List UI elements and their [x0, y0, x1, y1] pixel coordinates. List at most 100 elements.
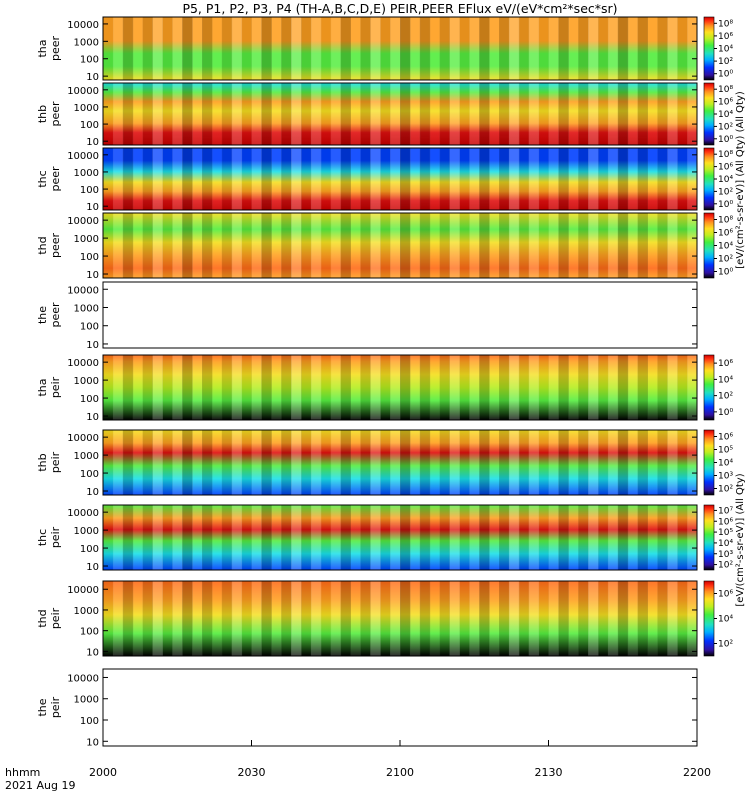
time-stripe: [231, 213, 243, 278]
time-stripe: [528, 83, 540, 145]
time-stripe: [429, 581, 441, 656]
time-stripe: [370, 355, 381, 420]
time-stripe: [132, 213, 144, 278]
time-stripe: [261, 148, 272, 210]
time-stripe: [103, 213, 114, 278]
time-stripe: [459, 355, 470, 420]
time-stripe: [400, 581, 411, 656]
time-stripe: [330, 355, 342, 420]
time-stripe: [202, 355, 213, 420]
time-stripe: [647, 581, 658, 656]
time-stripe: [380, 505, 391, 570]
colorbar-tick-label: 10⁴: [718, 110, 733, 120]
time-stripe: [301, 148, 312, 210]
colorbar-tha-peer: [703, 16, 715, 81]
time-stripe: [211, 581, 223, 656]
colorbar-thb-peir: [703, 429, 715, 496]
time-stripe: [172, 83, 183, 145]
time-stripe: [370, 148, 381, 210]
time-stripe: [182, 355, 193, 420]
time-stripe: [221, 17, 233, 80]
colorbar-thd-peir: [703, 580, 715, 657]
time-stripe: [459, 213, 470, 278]
time-stripe: [429, 213, 441, 278]
colorbar-tick-label: 10⁶: [718, 359, 733, 369]
time-stripe: [132, 148, 144, 210]
time-stripe: [112, 581, 124, 656]
time-stripe: [677, 148, 688, 210]
colorbar-tick-label: 10⁵: [718, 446, 733, 456]
time-stripe: [548, 581, 559, 656]
time-stripe: [360, 430, 371, 495]
time-stripe: [320, 83, 332, 145]
panel-thd-peer: 10 100 1000 10000 thd peer: [36, 212, 698, 281]
colorbar-tick-label: 10⁴: [718, 242, 733, 252]
time-stripe: [667, 430, 678, 495]
time-stripe: [627, 213, 639, 278]
time-stripe: [142, 430, 153, 495]
panel-label-product: peir: [49, 607, 62, 629]
colorbar-tick-label: 10⁰: [718, 268, 733, 278]
time-stripe: [330, 581, 342, 656]
time-stripe: [390, 213, 401, 278]
panel-thd-peir: 10 100 1000 10000 thd peir: [36, 580, 698, 658]
time-stripe: [518, 17, 530, 80]
time-stripe: [687, 83, 698, 145]
time-stripe: [538, 505, 549, 570]
time-stripe: [291, 505, 302, 570]
panel-label-probe: thd: [36, 609, 49, 627]
time-stripe: [538, 355, 549, 420]
time-stripe: [202, 213, 213, 278]
time-stripe: [182, 430, 193, 495]
time-stripe: [211, 213, 223, 278]
time-stripe: [112, 17, 124, 80]
time-stripe: [568, 213, 579, 278]
colorbar-tick-label: 10⁴: [718, 375, 733, 385]
time-stripe: [419, 505, 431, 570]
y-tick-label: 10000: [67, 151, 99, 162]
time-stripe: [598, 213, 609, 278]
time-stripe: [578, 581, 589, 656]
colorbar-tick-label: 10⁶: [718, 433, 733, 443]
colorbar-tick-label: 10⁴: [718, 459, 733, 469]
time-stripe: [429, 17, 441, 80]
time-stripe: [370, 213, 381, 278]
time-stripe: [568, 581, 579, 656]
time-stripe: [330, 83, 342, 145]
time-stripe: [657, 148, 668, 210]
time-stripe: [647, 17, 658, 80]
time-stripe: [439, 355, 450, 420]
time-stripe: [103, 581, 114, 656]
panel-label-product: peer: [49, 302, 62, 328]
colorbar-tick-label: 10⁸: [718, 216, 733, 226]
y-tick-label: 1000: [74, 168, 99, 179]
y-tick-label: 10000: [67, 216, 99, 227]
time-stripe: [617, 505, 629, 570]
time-stripe: [231, 581, 243, 656]
time-stripe: [291, 83, 302, 145]
time-stripe: [449, 581, 460, 656]
time-stripe: [122, 213, 134, 278]
time-stripe: [301, 355, 312, 420]
time-stripe: [182, 505, 193, 570]
time-stripe: [221, 355, 233, 420]
time-stripe: [419, 213, 431, 278]
colorbar-tick-label: 10³: [718, 550, 733, 560]
time-stripe: [489, 430, 500, 495]
panel-label-probe: thd: [36, 236, 49, 254]
time-stripe: [241, 17, 252, 80]
time-stripe: [538, 17, 549, 80]
time-stripe: [568, 83, 579, 145]
time-stripe: [588, 581, 599, 656]
time-stripe: [261, 581, 272, 656]
colorbar-tick-label: 10⁰: [718, 135, 733, 145]
time-stripe: [390, 17, 401, 80]
time-stripe: [499, 83, 510, 145]
time-stripe: [439, 213, 450, 278]
time-stripe: [400, 355, 411, 420]
time-stripe: [479, 213, 490, 278]
time-stripe: [281, 213, 292, 278]
x-tick-label: 2130: [535, 766, 563, 779]
time-stripe: [419, 430, 431, 495]
colorbar-tick-label: 10⁰: [718, 70, 733, 80]
